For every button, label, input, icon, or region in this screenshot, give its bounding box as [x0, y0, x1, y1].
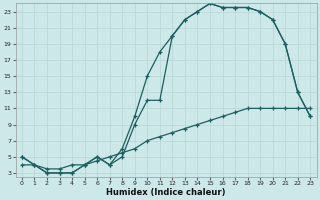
X-axis label: Humidex (Indice chaleur): Humidex (Indice chaleur) [106, 188, 226, 197]
